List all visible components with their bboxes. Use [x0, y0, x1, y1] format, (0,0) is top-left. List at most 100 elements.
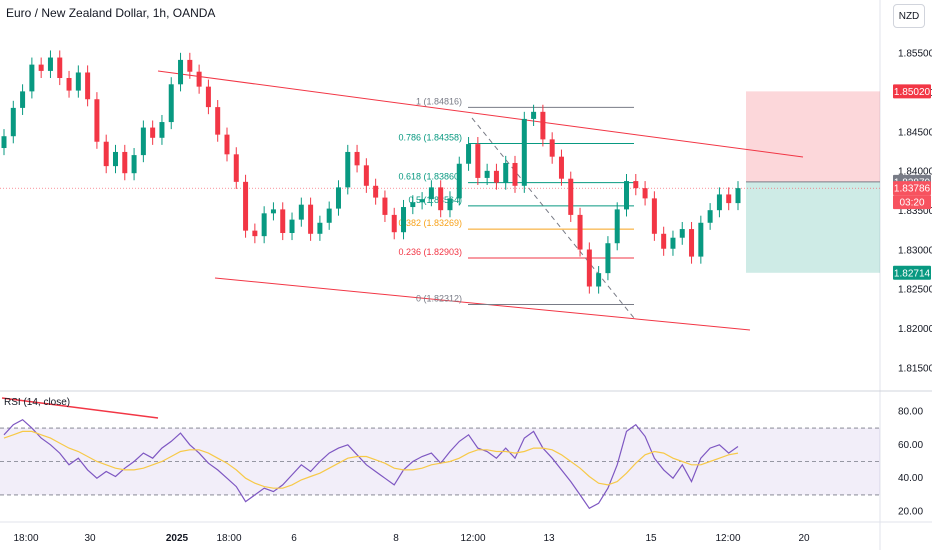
rsi-band	[0, 428, 880, 495]
candle-body	[131, 155, 137, 174]
candle-body	[10, 107, 16, 137]
candle-body	[261, 213, 267, 237]
candle-body	[726, 194, 732, 204]
candle-body	[661, 233, 667, 249]
y-tick-label: 1.82000	[898, 324, 932, 335]
candle-body	[438, 187, 444, 211]
candle-body	[75, 72, 81, 91]
candle-body	[549, 139, 555, 157]
candle-body	[391, 214, 397, 233]
candle-body	[633, 181, 639, 189]
y-tick-label: 1.82500	[898, 285, 932, 296]
candle-body	[215, 107, 221, 135]
candle-body	[493, 170, 499, 183]
candle-body	[428, 187, 434, 200]
candle-body	[270, 209, 276, 214]
candle-body	[335, 187, 341, 209]
candle-body	[150, 127, 156, 138]
candle-body	[531, 111, 537, 119]
y-tick-label: 1.84500	[898, 127, 932, 138]
candle-body	[159, 122, 165, 138]
currency-selector[interactable]: NZD	[893, 4, 925, 28]
candle-body	[94, 99, 100, 142]
fib-level-label: 0.786 (1.84358)	[398, 132, 462, 142]
chart-title: Euro / New Zealand Dollar, 1h, OANDA	[6, 6, 216, 20]
candle-body	[577, 214, 583, 250]
rsi-y-tick-label: 40.00	[898, 473, 923, 484]
y-tick-label: 1.83000	[898, 245, 932, 256]
candle-body	[624, 181, 630, 210]
candle-body	[410, 202, 416, 208]
y-tick-label: 1.81500	[898, 363, 932, 374]
price-tag	[893, 84, 931, 99]
price-tag-label: 1.83786	[894, 184, 931, 195]
x-tick-label: 12:00	[460, 533, 485, 544]
rsi-divergence-line	[1, 397, 159, 419]
candle-body	[233, 154, 239, 182]
x-tick-label: 18:00	[216, 533, 241, 544]
candle-body	[651, 198, 657, 234]
candle-body	[484, 170, 490, 178]
price-tag-label: 03:20	[899, 198, 924, 209]
candle-body	[679, 229, 685, 238]
candle-body	[326, 208, 332, 223]
candle-body	[512, 162, 518, 186]
candle-body	[178, 59, 184, 85]
candle-body	[354, 151, 360, 166]
candle-body	[298, 204, 304, 220]
y-tick-label: 1.84000	[898, 167, 932, 178]
candle-body	[670, 237, 676, 249]
candle-body	[1, 136, 7, 149]
rsi-indicator-label[interactable]: RSI (14, close)	[4, 397, 71, 408]
candle-body	[521, 118, 527, 186]
candle-body	[29, 64, 35, 92]
candle-body	[280, 209, 286, 233]
candle-body	[373, 185, 379, 198]
rsi-line	[3, 418, 739, 510]
candle-body	[689, 229, 695, 257]
candle-body	[187, 59, 193, 72]
x-tick-label: 20	[798, 533, 810, 544]
candle-body	[698, 222, 704, 257]
candle-body	[605, 243, 611, 274]
candle-body	[568, 178, 574, 215]
candle-body	[735, 188, 741, 204]
candle-body	[252, 230, 258, 237]
candle-body	[196, 71, 202, 87]
take-profit-zone	[746, 181, 880, 273]
rsi-y-tick-label: 60.00	[898, 440, 923, 451]
candle-body	[401, 207, 407, 233]
price-tag	[893, 265, 931, 280]
fib-level-label: 0.5 (1.83564)	[408, 195, 462, 205]
price-tag-label: 1.82714	[894, 268, 931, 279]
candle-body	[503, 162, 509, 183]
candle-body	[168, 84, 174, 123]
x-tick-label: 6	[291, 533, 297, 544]
candle-body	[716, 194, 722, 211]
price-tag-label: 1.85020	[894, 87, 931, 98]
candle-body	[205, 86, 211, 108]
candle-body	[57, 57, 63, 78]
x-tick-label: 8	[393, 533, 399, 544]
fib-level-label: 1 (1.84816)	[416, 96, 462, 106]
candle-body	[103, 141, 109, 167]
rsi-y-tick-label: 20.00	[898, 507, 923, 518]
channel-upper-line	[157, 70, 804, 158]
candle-body	[289, 219, 295, 233]
candle-body	[382, 197, 388, 215]
candle-body	[586, 249, 592, 287]
x-tick-label: 15	[645, 533, 657, 544]
candle-body	[475, 144, 481, 178]
x-tick-label: 30	[84, 533, 96, 544]
candle-body	[642, 188, 648, 199]
candle-body	[345, 151, 351, 188]
candle-body	[38, 64, 44, 71]
fib-level-label: 0.618 (1.83860)	[398, 172, 462, 182]
candle-body	[558, 156, 564, 179]
price-tag	[893, 195, 931, 210]
candle-body	[122, 151, 128, 174]
fib-level-label: 0 (1.82312)	[416, 293, 462, 303]
candle-body	[243, 181, 249, 231]
